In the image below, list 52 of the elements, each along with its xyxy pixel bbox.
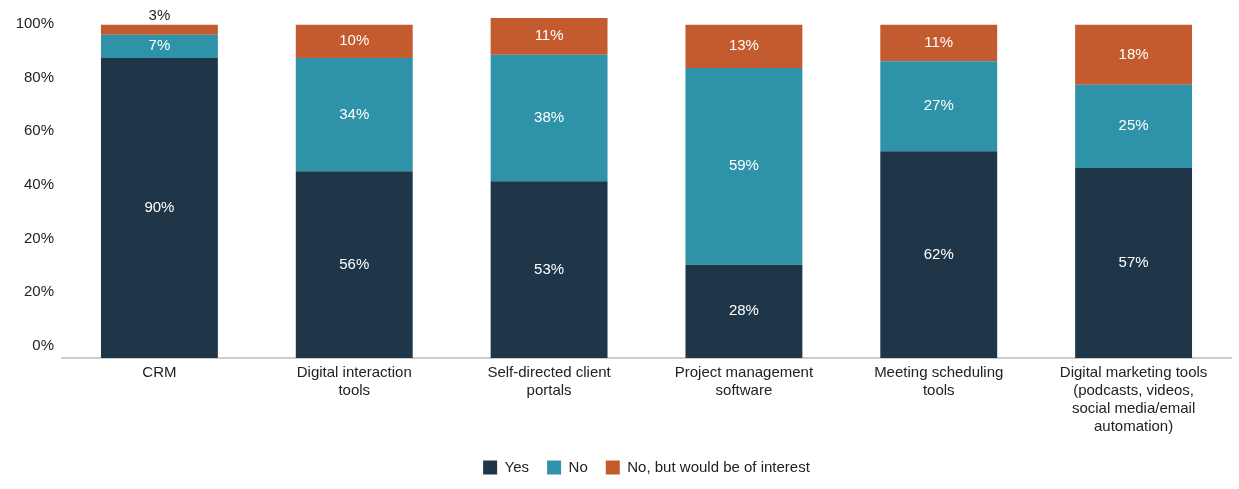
data-label: 38% (534, 108, 565, 126)
data-label: 11% (534, 26, 564, 44)
data-label: 90% (144, 198, 175, 216)
bar (1075, 84, 1193, 168)
x-tick-label: CRM (142, 363, 177, 381)
data-label: 53% (534, 259, 565, 277)
data-label: 59% (728, 156, 759, 174)
bar (490, 18, 608, 55)
bar (490, 181, 608, 358)
bar (685, 68, 803, 265)
bar (880, 61, 998, 152)
bar (880, 151, 998, 358)
legend-label: No (568, 457, 588, 475)
x-tick-label: Digital marketing tools (podcasts, videos, social media/email automation) (1059, 363, 1208, 435)
data-label: 11% (924, 33, 954, 51)
bar (295, 24, 413, 58)
bar (685, 24, 803, 68)
text: 60% (23, 121, 54, 139)
bar (490, 54, 608, 182)
text: 40% (23, 175, 54, 193)
data-label: 27% (923, 96, 954, 114)
bar (1075, 24, 1193, 85)
text: 100% (15, 14, 54, 32)
x-tick-label: Project management software (674, 363, 814, 399)
bar (295, 58, 413, 172)
bar (100, 24, 218, 35)
data-label: 34% (339, 104, 370, 122)
text: 80% (23, 67, 54, 85)
text: 20% (23, 282, 54, 300)
x-tick-label: Meeting scheduling tools (874, 363, 1004, 399)
x-tick-label: Self-directed client portals (487, 363, 612, 399)
data-label: 10% (339, 31, 370, 49)
bar (295, 171, 413, 358)
data-label: 3% (148, 5, 171, 23)
data-label: 13% (728, 36, 759, 54)
legend-label: No, but would be of interest (627, 457, 811, 475)
text: 20% (23, 228, 54, 246)
legend-label: Yes (504, 457, 530, 475)
bar (880, 24, 998, 62)
bar (685, 264, 803, 358)
data-label: 62% (923, 244, 954, 262)
data-label: 57% (1118, 253, 1149, 271)
bar (100, 34, 218, 58)
data-label: 56% (339, 254, 370, 272)
data-label: 7% (148, 36, 171, 54)
bar (1075, 168, 1193, 358)
data-label: 28% (728, 301, 759, 319)
text: 0% (32, 336, 54, 354)
bar (100, 58, 218, 358)
data-label: 18% (1118, 44, 1149, 62)
data-label: 25% (1118, 116, 1149, 134)
x-tick-label: Digital interaction tools (296, 363, 412, 399)
